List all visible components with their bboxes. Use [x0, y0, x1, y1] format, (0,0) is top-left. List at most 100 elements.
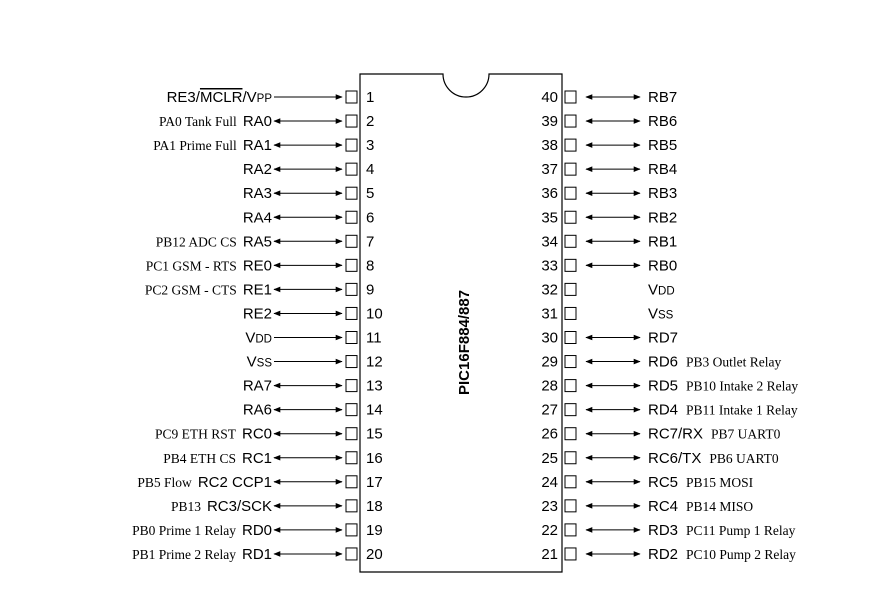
- pin-number: 15: [366, 426, 383, 443]
- pin-number: 18: [366, 498, 383, 515]
- pin-22-rd3: 22 RD3 PC11 Pump 1 Relay: [541, 522, 795, 539]
- pin-number: 8: [366, 257, 374, 274]
- pin-number: 3: [366, 137, 374, 154]
- pin-10-re2: 10 RE2: [243, 305, 383, 322]
- pin-name: RB7: [648, 89, 677, 106]
- pin-pad: [564, 186, 577, 200]
- pin-34-rb1: 34 RB1: [541, 233, 677, 250]
- pin-number: 24: [541, 474, 558, 491]
- pin-name: RA0: [243, 113, 272, 130]
- pin-pad: [345, 234, 358, 248]
- pin-pad: [345, 162, 358, 176]
- pin-number: 16: [366, 450, 383, 467]
- pin-30-rd7: 30 RD7: [541, 330, 678, 347]
- pin-pad: [345, 306, 358, 320]
- pin-35-rb2: 35 RB2: [541, 209, 677, 226]
- pin-function-note: PA0 Tank Full: [159, 114, 237, 129]
- pin-1-re3-mclr-vpp: 1 RE3/MCLR/VPP: [167, 89, 375, 106]
- pin-37-rb4: 37 RB4: [541, 161, 677, 178]
- pin-number: 36: [541, 185, 558, 202]
- pin-name: RB3: [648, 185, 677, 202]
- pin-number: 25: [541, 450, 558, 467]
- pin-pad: [345, 186, 358, 200]
- pin-name: VDD: [245, 330, 272, 347]
- pin-pad: [345, 210, 358, 224]
- pin-name: RA7: [243, 378, 272, 395]
- pin-function-note: PC9 ETH RST: [155, 427, 237, 442]
- pin-function-note: PB10 Intake 2 Relay: [686, 379, 798, 394]
- pin-number: 6: [366, 209, 374, 226]
- pin-function-note: PB14 MISO: [686, 499, 753, 514]
- pin-name: RC5: [648, 474, 678, 491]
- pin-number: 26: [541, 426, 558, 443]
- pin-pad: [564, 114, 577, 128]
- pin-2-ra0: 2 RA0 PA0 Tank Full: [159, 113, 374, 130]
- pin-19-rd0: 19 RD0 PB0 Prime 1 Relay: [132, 522, 383, 539]
- pin-name: RC6/TX: [648, 450, 701, 467]
- pin-pad: [564, 427, 577, 441]
- pin-function-note: PB0 Prime 1 Relay: [132, 523, 236, 538]
- pin-pad: [345, 547, 358, 561]
- pin-pad: [564, 547, 577, 561]
- pin-18-rc3-sck: 18 RC3/SCK PB13: [171, 498, 383, 515]
- pin-26-rc7-rx: 26 RC7/RX PB7 UART0: [541, 426, 780, 443]
- pin-pad: [564, 234, 577, 248]
- pin-17-rc2-ccp1: 17 RC2 CCP1 PB5 Flow: [137, 474, 382, 491]
- pin-number: 22: [541, 522, 558, 539]
- pin-name: RE3/MCLR/VPP: [167, 89, 273, 106]
- pin-number: 23: [541, 498, 558, 515]
- pin-15-rc0: 15 RC0 PC9 ETH RST: [155, 426, 383, 443]
- pin-pad: [345, 138, 358, 152]
- pin-number: 4: [366, 161, 374, 178]
- pin-pad: [345, 258, 358, 272]
- pin-name: RC1: [242, 450, 272, 467]
- pin-name: RC0: [242, 426, 272, 443]
- pin-pad: [345, 427, 358, 441]
- chip-body: [359, 73, 563, 573]
- pin-name: RD6: [648, 354, 678, 371]
- pin-name: RB2: [648, 209, 677, 226]
- pin-number: 32: [541, 281, 558, 298]
- pin-name: RA2: [243, 161, 272, 178]
- pin-function-note: PB1 Prime 2 Relay: [132, 547, 236, 562]
- pin-12-vss: 12 VSS: [247, 354, 383, 371]
- pin-name: RA6: [243, 402, 272, 419]
- pin-pad: [345, 451, 358, 465]
- pin-pad: [345, 499, 358, 513]
- pin-6-ra4: 6 RA4: [243, 209, 375, 226]
- pin-number: 1: [366, 89, 374, 106]
- pin-25-rc6-tx: 25 RC6/TX PB6 UART0: [541, 450, 779, 467]
- pin-name: RB4: [648, 161, 677, 178]
- pin-name: RD0: [242, 522, 272, 539]
- pin-number: 37: [541, 161, 558, 178]
- pin-number: 31: [541, 305, 558, 322]
- pin-name: RB1: [648, 233, 677, 250]
- pin-name: VSS: [247, 354, 273, 371]
- pin-31-vss: 31 VSS: [541, 305, 673, 322]
- pin-number: 27: [541, 402, 558, 419]
- pin-pad: [564, 355, 577, 369]
- pin-name: VDD: [648, 281, 675, 298]
- pin-name: RE2: [243, 305, 272, 322]
- pin-pad: [564, 403, 577, 417]
- left-pin-column: 1 RE3/MCLR/VPP 2 RA0 PA0 Tank Full 3 RA1 PA1 Pr…: [132, 89, 383, 563]
- pin-pad: [564, 379, 577, 393]
- pin-pad: [564, 306, 577, 320]
- pin-pad: [345, 523, 358, 537]
- pin-24-rc5: 24 RC5 PB15 MOSI: [541, 474, 753, 491]
- pin-pad: [345, 90, 358, 104]
- pin-name: RC2 CCP1: [198, 474, 272, 491]
- pin-number: 19: [366, 522, 383, 539]
- pin-name: RC3/SCK: [207, 498, 272, 515]
- pin-function-note: PB7 UART0: [711, 427, 781, 442]
- pin-number: 11: [366, 330, 382, 347]
- pin-pad: [564, 475, 577, 489]
- pin-13-ra7: 13 RA7: [243, 378, 383, 395]
- pin-pad: [345, 403, 358, 417]
- pin-function-note: PB11 Intake 1 Relay: [686, 403, 798, 418]
- pin-pad: [345, 282, 358, 296]
- pin-name: RC7/RX: [648, 426, 703, 443]
- pin-40-rb7: 40 RB7: [541, 89, 677, 106]
- pin-14-ra6: 14 RA6: [243, 402, 383, 419]
- pin-7-ra5: 7 RA5 PB12 ADC CS: [156, 233, 375, 250]
